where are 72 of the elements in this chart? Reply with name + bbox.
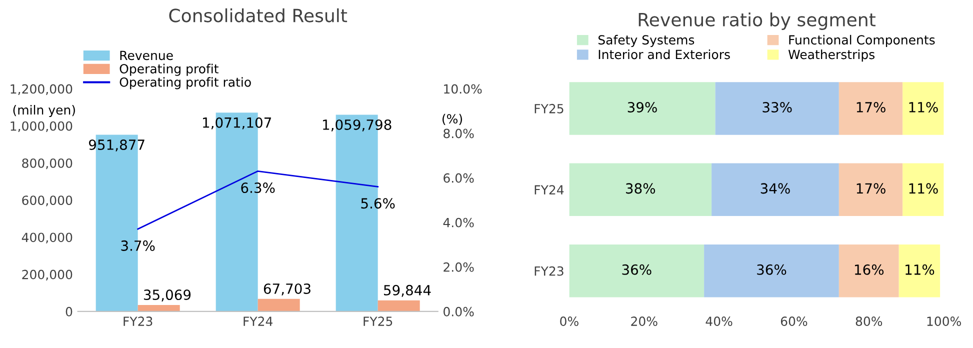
- bar: [902, 82, 944, 135]
- x-tick-label: FY23: [124, 316, 152, 326]
- data-label: 6.3%: [241, 182, 275, 194]
- bar: [898, 244, 940, 298]
- legend-label: Functional Components: [789, 34, 935, 48]
- data-label: 36%: [757, 264, 786, 275]
- y-tick-label: 600,000: [22, 196, 72, 206]
- y-tick-label: FY24: [534, 185, 564, 194]
- bar: [715, 82, 839, 135]
- y2-tick-label: 10.0%: [444, 84, 482, 94]
- y-tick-label: 1,200,000: [10, 84, 72, 95]
- legend-label: Operating profit: [120, 64, 218, 76]
- bar: [569, 82, 716, 135]
- bar: [378, 300, 420, 312]
- x-tick-label: 20%: [631, 316, 658, 326]
- bar: [258, 298, 300, 312]
- data-label: 67,703: [264, 283, 310, 296]
- y-tick-label: 400,000: [22, 232, 72, 244]
- data-label: 11%: [909, 183, 938, 194]
- data-label: 17%: [856, 102, 886, 112]
- y-tick-label: FY23: [534, 266, 564, 276]
- data-label: 11%: [909, 102, 938, 112]
- y-axis-title: (miln yen): [13, 104, 75, 118]
- x-tick-label: 80%: [856, 316, 882, 326]
- bar: [569, 244, 704, 298]
- x-tick-label: 0%: [560, 316, 578, 326]
- data-label: 11%: [906, 264, 934, 275]
- data-label: 38%: [626, 183, 656, 194]
- chart-title: Consolidated Result: [169, 8, 348, 22]
- bar: [704, 244, 839, 298]
- y-tick-label: 1,000,000: [10, 121, 72, 132]
- x-tick-label: 40%: [706, 316, 732, 326]
- legend-label: Revenue: [120, 50, 173, 60]
- bar: [902, 163, 944, 216]
- legend-label: Operating profit ratio: [120, 77, 251, 90]
- bar: [138, 304, 180, 312]
- bar: [838, 244, 899, 298]
- legend-label: Weatherstrips: [788, 50, 875, 62]
- data-label: 5.6%: [361, 198, 395, 209]
- data-label: 39%: [628, 102, 657, 112]
- bar: [838, 163, 903, 216]
- data-label: 35,069: [144, 290, 191, 302]
- bar: [569, 163, 712, 216]
- y2-axis-title: (%): [442, 114, 462, 126]
- y2-tick-label: 6.0%: [444, 173, 474, 183]
- legend-label: Safety Systems: [598, 34, 694, 48]
- data-label: 16%: [854, 264, 884, 275]
- data-label: 1,059,798: [323, 119, 392, 132]
- data-label: 3.7%: [121, 240, 155, 251]
- data-label: 1,071,107: [203, 117, 271, 130]
- y2-tick-label: 0.0%: [444, 306, 474, 316]
- y-tick-label: 200,000: [22, 270, 72, 281]
- bar: [838, 82, 903, 135]
- x-tick-label: FY25: [364, 316, 392, 326]
- data-label: 36%: [622, 264, 652, 275]
- data-label: 951,877: [89, 139, 144, 152]
- x-tick-label: FY24: [244, 316, 273, 326]
- y-tick-label: 0: [66, 306, 72, 316]
- chart-title: Revenue ratio by segment: [638, 12, 876, 30]
- y2-tick-label: 4.0%: [443, 218, 474, 228]
- x-tick-label: 100%: [927, 316, 961, 326]
- x-tick-label: 60%: [780, 316, 808, 326]
- bar: [712, 163, 839, 216]
- y2-tick-label: 2.0%: [444, 262, 474, 272]
- data-label: 17%: [856, 183, 886, 194]
- data-label: 34%: [760, 183, 790, 194]
- y-tick-label: FY25: [534, 104, 564, 114]
- legend-label: Interior and Exteriors: [598, 50, 730, 60]
- data-label: 59,844: [384, 284, 431, 297]
- y2-tick-label: 8.0%: [444, 128, 474, 138]
- data-label: 33%: [762, 102, 792, 112]
- y-tick-label: 800,000: [22, 158, 72, 170]
